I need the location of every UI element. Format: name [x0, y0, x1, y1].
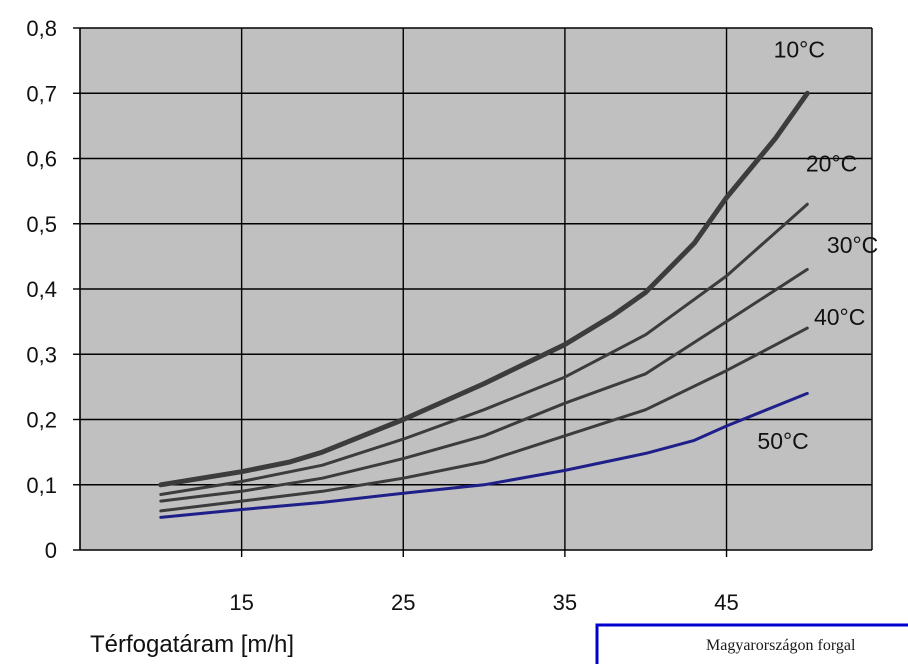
x-axis-title: Térfogatáram [m/h]	[90, 631, 294, 658]
series-label: 50°C	[757, 428, 808, 454]
stamp-border	[595, 623, 908, 664]
y-tick-label: 0,4	[26, 277, 57, 302]
series-line-30c	[159, 267, 809, 503]
y-tick-label: 0,2	[26, 408, 57, 433]
y-tick-label: 0,1	[26, 473, 57, 498]
series-label: 20°C	[806, 151, 857, 177]
series-label: 40°C	[814, 304, 865, 330]
stamp-box: Magyarországon forgal	[595, 623, 908, 664]
x-tick-label: 45	[714, 590, 738, 615]
y-tick-label: 0,6	[26, 147, 57, 172]
x-axis-ticks: 15 25 35 45	[229, 550, 739, 615]
x-tick-label: 25	[391, 590, 415, 615]
series-line-50c	[159, 391, 809, 519]
y-tick-label: 0,5	[26, 212, 57, 237]
series-line-20c	[159, 202, 809, 496]
stamp-text: Magyarországon forgal	[706, 637, 856, 654]
grid	[80, 27, 873, 550]
series-label: 10°C	[774, 36, 825, 62]
y-tick-label: 0,3	[26, 342, 57, 367]
x-tick-label: 35	[553, 590, 577, 615]
y-tick-label: 0	[45, 538, 57, 563]
series-labels: 10°C 20°C 30°C 40°C 50°C	[757, 36, 878, 454]
x-tick-label: 15	[229, 590, 253, 615]
series-label: 30°C	[827, 232, 878, 258]
y-tick-label: 0,7	[26, 81, 57, 106]
series-line-10c	[158, 90, 810, 488]
y-tick-label: 0,8	[26, 16, 57, 41]
series-line-40c	[159, 326, 809, 513]
y-axis-ticks: 0 0,1 0,2 0,3 0,4 0,5 0,6 0,7 0,8	[26, 16, 80, 563]
series-lines	[158, 90, 810, 519]
